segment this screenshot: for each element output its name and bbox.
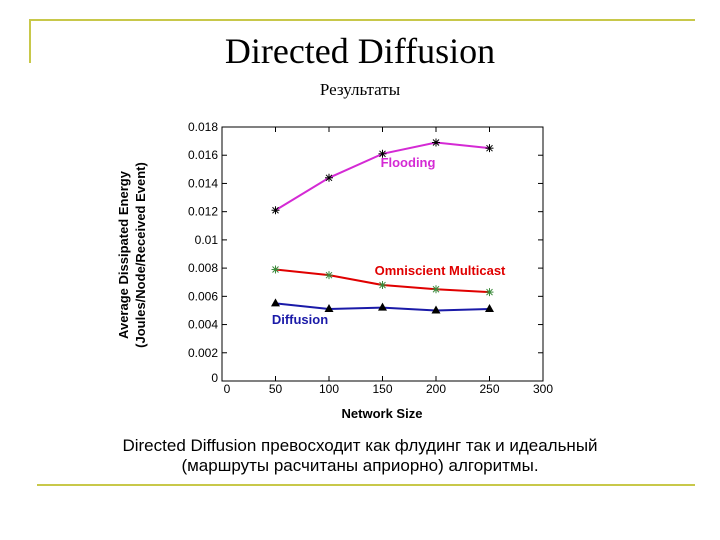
y-tick-label: 0.006: [188, 289, 218, 303]
omniscient-multicast-point: [271, 265, 280, 274]
x-tick-label: 150: [372, 382, 392, 396]
decorative-bottom-line: [37, 484, 695, 486]
x-axis-label: Network Size: [342, 406, 423, 421]
x-tick-label: 250: [479, 382, 499, 396]
x-tick-label: 50: [269, 382, 283, 396]
axis-ticks: 0 50 100 150 200 250 300 0 0.002 0.004 0.006 0.008 0…: [188, 120, 553, 396]
series-layer: Flooding Omniscient Multicast Diffusion: [271, 138, 506, 327]
omniscient-multicast-point: [432, 285, 440, 294]
decorative-top-line: [29, 19, 695, 21]
y-tick-label: 0.014: [188, 176, 218, 190]
x-tick-label: 300: [533, 382, 553, 396]
flooding-label: Flooding: [381, 155, 436, 170]
flooding-point: [378, 149, 387, 158]
diffusion-point: [431, 305, 441, 314]
y-axis-label-line1: Average Dissipated Energy: [116, 170, 131, 339]
diffusion-label: Diffusion: [272, 312, 328, 327]
y-tick-label: 0.008: [188, 261, 218, 275]
y-tick-label: 0.016: [188, 148, 218, 162]
omniscient-multicast-point: [325, 271, 333, 280]
caption-line-1: Directed Diffusion превосходит как флуди…: [122, 436, 598, 455]
y-tick-label: 0.018: [188, 120, 218, 134]
caption-line-2: (маршруты расчитаны априорно) алгоритмы.: [181, 456, 539, 475]
diffusion-point: [485, 304, 494, 313]
x-tick-label: 200: [426, 382, 446, 396]
y-tick-label: 0.004: [188, 318, 218, 332]
slide-caption: Directed Diffusion превосходит как флуди…: [60, 436, 660, 476]
x-tick-label: 0: [224, 382, 231, 396]
slide-subtitle: Результаты: [319, 80, 401, 99]
y-axis-label-line2: (Joules/Node/Received Event): [133, 162, 148, 348]
diffusion-point: [324, 304, 334, 313]
omniscient-multicast-point: [378, 281, 387, 290]
y-tick-label: 0.002: [188, 346, 218, 360]
flooding-point: [325, 173, 333, 182]
flooding-point: [485, 144, 494, 153]
diffusion-point: [271, 298, 280, 307]
x-tick-label: 100: [319, 382, 339, 396]
decorative-vertical-line: [29, 19, 31, 63]
diffusion-point: [378, 302, 387, 311]
omniscient-multicast-label: Omniscient Multicast: [375, 263, 506, 278]
flooding-point: [271, 206, 280, 215]
y-tick-label: 0.01: [195, 233, 219, 247]
y-tick-label: 0.012: [188, 205, 218, 219]
omniscient-multicast-point: [485, 288, 494, 297]
y-tick-label: 0: [211, 371, 218, 385]
flooding-point: [432, 138, 440, 147]
slide-title: Directed Diffusion: [224, 31, 496, 71]
